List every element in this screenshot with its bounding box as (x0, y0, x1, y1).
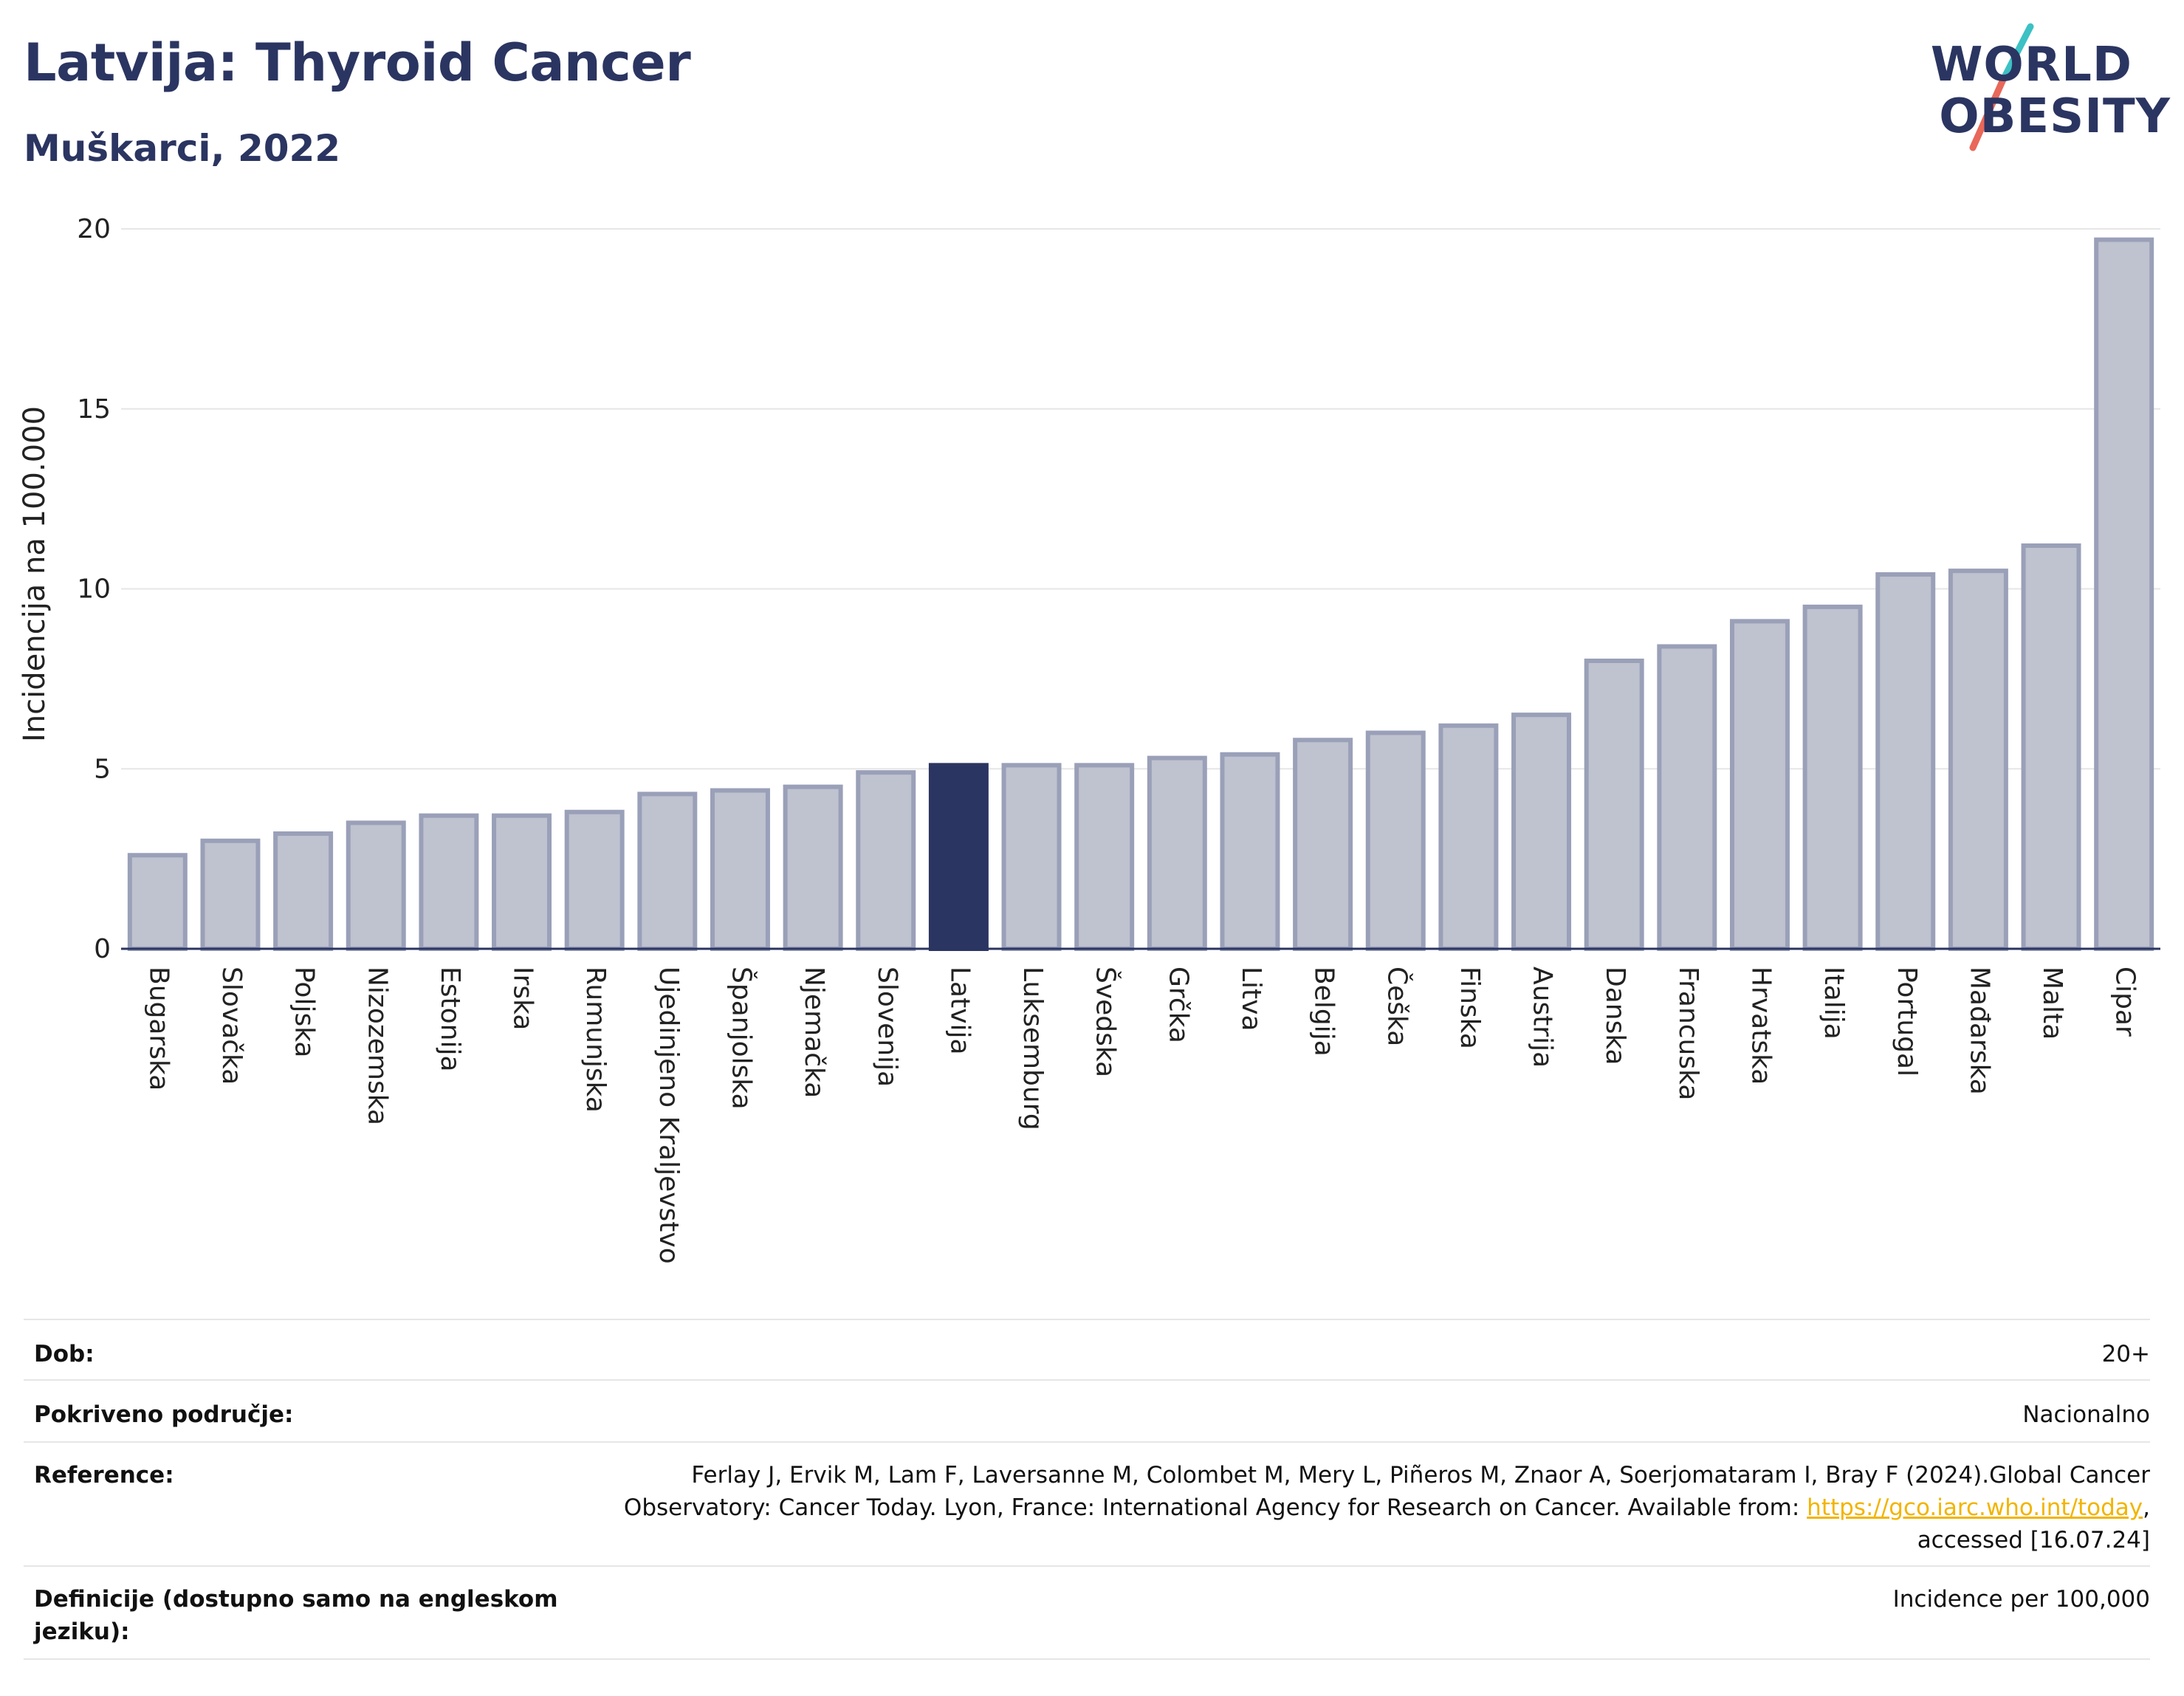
x-tick-label: Portugal (1892, 967, 1922, 1077)
bar (1875, 572, 1936, 951)
reference-line-3: accessed [16.07.24] (1917, 1527, 2150, 1553)
bar (1657, 644, 1717, 951)
x-tick-label: Litva (1236, 967, 1266, 1031)
x-tick-label: Luksemburg (1017, 967, 1048, 1130)
x-tick-label: Njemačka (799, 967, 829, 1098)
x-tick-label: Hrvatska (1745, 967, 1776, 1085)
reference-line-1: Ferlay J, Ervik M, Lam F, Laversanne M, … (691, 1462, 2150, 1489)
x-tick-label: Austrija (1528, 967, 1558, 1068)
y-tick-label: 20 (77, 214, 111, 244)
x-tick-label: Nizozemska (362, 967, 392, 1125)
chart-subtitle: Muškarci, 2022 (24, 127, 341, 170)
reference-link[interactable]: https://gco.iarc.who.int/today (1807, 1494, 2143, 1521)
x-tick-label: Latvija (944, 967, 975, 1055)
meta-row-definition: Definicije (dostupno samo na engleskom j… (24, 1565, 2150, 1660)
y-tick-labels: 0 5 10 15 20 (77, 214, 111, 964)
x-tick-labels: Bugarska Slovačka Poljska Nizozemska Estonij… (143, 967, 2140, 1264)
reference-value: Ferlay J, Ervik M, Lam F, Laversanne M, … (452, 1459, 2150, 1556)
reference-label: Reference: (34, 1462, 174, 1489)
logo-slash-icon (1969, 23, 2034, 151)
definition-label: Definicije (dostupno samo na engleskom j… (34, 1586, 558, 1645)
chart-title: Latvija: Thyroid Cancer (24, 32, 691, 93)
bar-chart: 0 5 10 15 20 Bugarska Slovačka Poljska Nizozems… (18, 214, 2160, 1264)
y-tick-label: 15 (77, 394, 111, 425)
reference-line-2: Observatory: Cancer Today. Lyon, France:… (452, 1491, 2150, 1524)
bar (856, 770, 916, 951)
bar-highlighted (928, 763, 989, 951)
coverage-label: Pokriveno područje: (34, 1401, 294, 1428)
x-tick-label: Grčka (1163, 967, 1193, 1043)
bar (1365, 730, 1426, 951)
x-tick-label: Finska (1455, 967, 1485, 1049)
age-label: Dob: (34, 1341, 95, 1367)
x-tick-label: Francuska (1673, 967, 1703, 1100)
x-tick-label: Belgija (1309, 967, 1339, 1057)
y-tick-label: 5 (94, 754, 111, 784)
bar (2094, 237, 2154, 951)
x-tick-label: Cipar (2110, 967, 2140, 1037)
x-tick-label: Češka (1381, 967, 1412, 1046)
meta-row-reference: Reference: Ferlay J, Ervik M, Lam F, Lav… (24, 1441, 2150, 1567)
bar (1584, 659, 1644, 951)
meta-row-coverage: Pokriveno područje: Nacionalno (24, 1379, 2150, 1443)
x-tick-label: Švedska (1091, 967, 1122, 1077)
bars (127, 237, 2154, 951)
x-tick-label: Bugarska (143, 967, 174, 1091)
bar (1802, 604, 1863, 951)
x-tick-label: Malta (2037, 967, 2067, 1040)
bar (1729, 619, 1790, 951)
y-tick-label: 0 (94, 934, 111, 964)
x-tick-label: Mađarska (1964, 967, 1994, 1095)
bar (710, 788, 770, 951)
bar (419, 813, 479, 951)
grid-lines (121, 228, 2160, 770)
x-tick-label: Italija (1819, 967, 1849, 1040)
bar (1948, 569, 2008, 951)
bar (1147, 755, 1207, 951)
bar (1074, 763, 1135, 951)
reference-line-2-end: , (2143, 1494, 2150, 1521)
bar (2021, 543, 2081, 951)
definition-value: Incidence per 100,000 (1892, 1586, 2150, 1613)
bar (1220, 752, 1280, 951)
x-tick-label: Slovenija (872, 967, 902, 1087)
x-tick-label: Rumunjska (580, 967, 611, 1113)
age-value: 20+ (2101, 1341, 2150, 1367)
y-axis-title: Incidencija na 100.000 (18, 406, 52, 742)
meta-row-age: Dob: 20+ (24, 1319, 2150, 1381)
bar (637, 792, 698, 951)
bar (273, 831, 334, 951)
x-tick-label: Danska (1600, 967, 1630, 1065)
bar (127, 853, 188, 951)
world-obesity-logo: WORLD OBESITY (1920, 22, 2171, 155)
x-tick-label: Španjolska (726, 967, 757, 1110)
bar (1438, 723, 1499, 951)
logo-word-world: WORLD (1930, 38, 2132, 92)
coverage-value: Nacionalno (2022, 1401, 2150, 1428)
bar (200, 838, 261, 951)
y-tick-label: 10 (77, 574, 111, 605)
x-tick-label: Estonija (435, 967, 465, 1072)
bar (783, 784, 843, 951)
x-tick-label: Slovačka (216, 967, 247, 1085)
x-tick-label: Irska (508, 967, 538, 1030)
logo-word-obesity: OBESITY (1939, 89, 2171, 144)
x-tick-label: Poljska (289, 967, 320, 1058)
bar (346, 820, 406, 951)
bar (1001, 763, 1062, 951)
bar (1511, 713, 1572, 951)
bar (1293, 738, 1353, 951)
bar (492, 813, 552, 951)
bar (564, 809, 625, 951)
x-tick-label: Ujedinjeno Kraljevstvo (653, 967, 684, 1264)
reference-line-2-text: Observatory: Cancer Today. Lyon, France:… (623, 1494, 1807, 1521)
